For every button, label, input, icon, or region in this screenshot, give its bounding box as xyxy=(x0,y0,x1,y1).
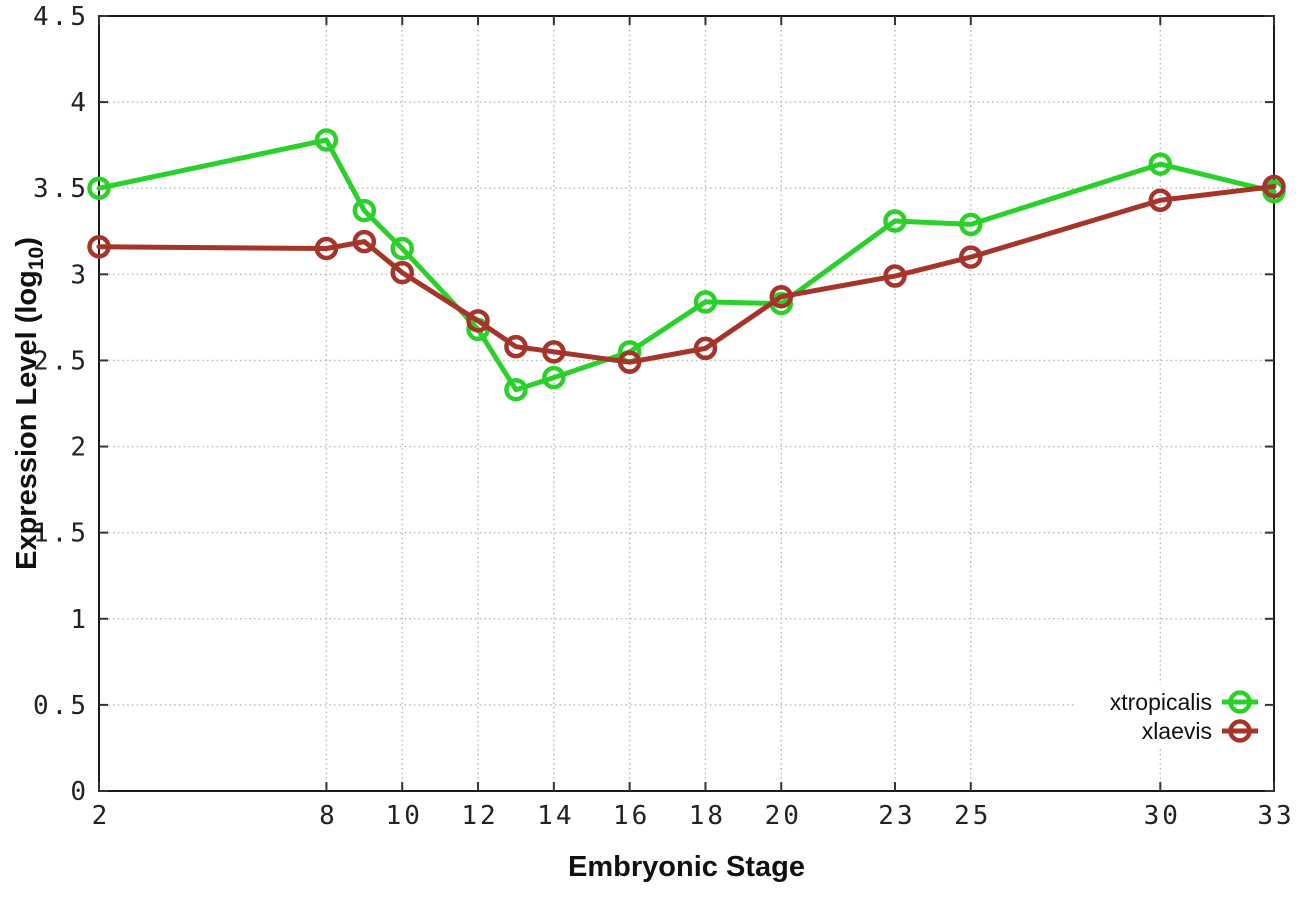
marker-xtropicalis-stage-13 xyxy=(504,377,528,402)
tick-label-y-4.5: 4.5 xyxy=(33,2,89,32)
tick-label-x-10: 10 xyxy=(386,801,423,831)
tick-label-y-1.5: 1.5 xyxy=(33,519,89,549)
tick-label-y-3.5: 3.5 xyxy=(33,174,89,204)
x-axis-title: Embryonic Stage xyxy=(568,851,805,883)
tick-label-x-23: 23 xyxy=(878,801,915,831)
marker-xlaevis-stage-2 xyxy=(87,235,111,259)
legend-sample-marker-xlaevis xyxy=(1228,719,1252,743)
tick-label-x-20: 20 xyxy=(765,801,802,831)
legend-label-xtropicalis: xtropicalis xyxy=(1110,689,1212,715)
marker-xlaevis-stage-18 xyxy=(693,336,718,361)
tick-label-y-4: 4 xyxy=(70,88,89,118)
marker-xlaevis-stage-13 xyxy=(504,334,528,359)
tick-label-x-16: 16 xyxy=(613,801,650,831)
marker-xlaevis-stage-12 xyxy=(466,309,490,333)
tick-label-x-18: 18 xyxy=(689,801,726,831)
marker-xtropicalis-stage-2 xyxy=(87,176,111,200)
marker-xlaevis-stage-9 xyxy=(352,229,377,254)
marker-xlaevis-stage-10 xyxy=(390,260,414,285)
tick-label-y-3: 3 xyxy=(70,260,89,290)
marker-xlaevis-stage-8 xyxy=(314,236,339,261)
marker-xlaevis-stage-23 xyxy=(883,264,907,288)
tick-label-y-0.5: 0.5 xyxy=(33,691,89,721)
tick-label-y-0: 0 xyxy=(70,777,89,807)
tick-label-x-14: 14 xyxy=(537,801,574,831)
tick-label-x-12: 12 xyxy=(461,801,498,831)
tick-label-x-2: 2 xyxy=(92,801,111,831)
marker-xtropicalis-stage-30 xyxy=(1148,152,1173,176)
legend-sample-marker-xtropicalis xyxy=(1228,690,1252,714)
marker-xlaevis-stage-33 xyxy=(1262,174,1286,199)
tick-label-x-33: 33 xyxy=(1257,801,1294,831)
plot-border xyxy=(98,15,1275,792)
marker-xtropicalis-stage-8 xyxy=(314,128,339,152)
tick-label-x-25: 25 xyxy=(954,801,991,831)
tick-label-y-1: 1 xyxy=(70,605,89,635)
tick-label-x-8: 8 xyxy=(319,801,338,831)
marker-xtropicalis-stage-10 xyxy=(390,236,414,261)
marker-xlaevis-stage-16 xyxy=(617,350,642,374)
marker-xtropicalis-stage-25 xyxy=(959,212,983,237)
legend-label-xlaevis: xlaevis xyxy=(1142,718,1212,744)
marker-xlaevis-stage-30 xyxy=(1148,188,1173,213)
tick-label-x-30: 30 xyxy=(1144,801,1181,831)
marker-xtropicalis-stage-18 xyxy=(693,290,718,314)
marker-xlaevis-stage-14 xyxy=(542,340,566,364)
marker-xtropicalis-stage-9 xyxy=(352,198,377,223)
marker-xlaevis-stage-20 xyxy=(769,284,794,309)
tick-label-y-2.5: 2.5 xyxy=(33,346,89,376)
marker-xtropicalis-stage-23 xyxy=(883,209,907,233)
tick-label-y-2: 2 xyxy=(70,433,89,463)
marker-xlaevis-stage-25 xyxy=(959,245,983,269)
marker-xtropicalis-stage-14 xyxy=(542,365,566,390)
y-axis-title: Expression Level (log10) xyxy=(11,237,48,570)
